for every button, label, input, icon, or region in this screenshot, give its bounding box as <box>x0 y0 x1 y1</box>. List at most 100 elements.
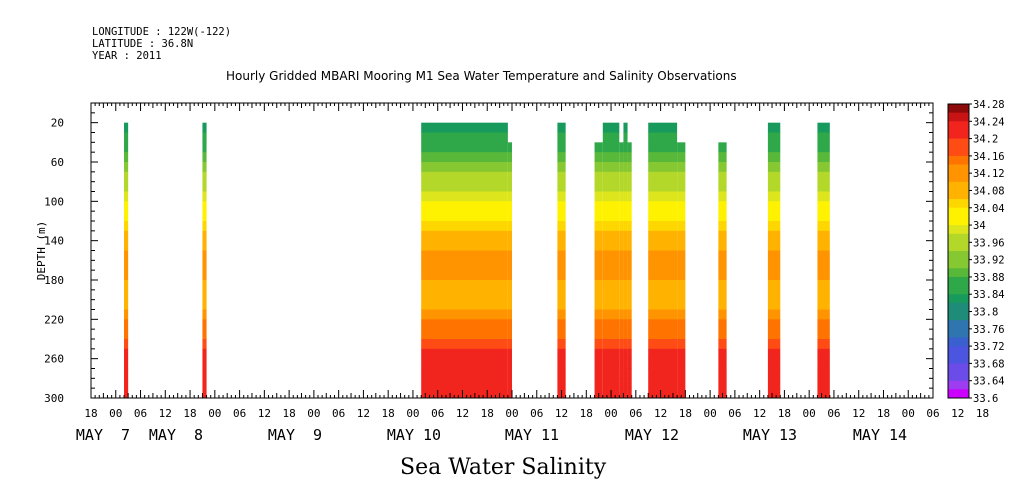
data-cell <box>817 181 830 192</box>
data-cell <box>594 299 603 310</box>
x-tick-label: 12 <box>555 407 568 420</box>
data-cell <box>677 191 686 202</box>
data-cell <box>817 388 830 399</box>
data-cell <box>421 211 508 222</box>
data-cell <box>619 358 624 369</box>
data-cell <box>202 162 207 173</box>
data-cell <box>677 348 686 360</box>
data-cell <box>421 171 508 183</box>
data-cell <box>677 329 686 340</box>
data-cell <box>421 191 508 202</box>
colorbar-swatch <box>948 199 969 209</box>
data-cell <box>619 230 624 242</box>
data-cell <box>124 309 129 320</box>
colorbar-swatch <box>948 155 969 165</box>
data-cell <box>627 348 632 360</box>
data-cell <box>677 162 686 173</box>
data-cell <box>677 339 686 350</box>
colorbar-label: 33.8 <box>973 307 998 319</box>
data-cell <box>677 240 686 251</box>
x-day-label: MAY 9 <box>268 426 322 444</box>
data-cell <box>557 270 566 281</box>
data-cell <box>619 240 624 251</box>
data-cell <box>421 230 508 242</box>
data-cell <box>817 201 830 212</box>
x-axis: 18 00 06 12 18 00 06 12 18 00 06 12 18 00 06 12 18 00 06 12… <box>76 103 989 444</box>
data-cell <box>557 289 566 301</box>
data-cell <box>124 329 129 340</box>
x-day-label: MAY 12 <box>625 426 679 444</box>
colorbar-swatch <box>948 147 969 157</box>
colorbar-label: 34 <box>973 220 986 232</box>
data-cell <box>767 388 781 399</box>
data-cell <box>648 378 678 389</box>
data-cell <box>202 309 207 320</box>
data-cell <box>623 368 628 379</box>
x-tick-label: 06 <box>728 407 741 420</box>
data-cell <box>767 162 781 173</box>
data-cell <box>421 260 508 271</box>
data-cell <box>202 132 207 143</box>
data-cell <box>627 230 632 242</box>
data-cell <box>507 221 512 232</box>
data-cell <box>627 270 632 281</box>
colorbar-swatch <box>948 285 969 295</box>
data-cell <box>718 319 727 330</box>
data-cell <box>421 181 508 192</box>
data-cell <box>718 309 727 320</box>
x-tick-label: 06 <box>926 407 939 420</box>
data-cell <box>507 181 512 192</box>
data-cell <box>124 260 129 271</box>
data-cell <box>619 388 624 399</box>
x-tick-label: 12 <box>159 407 172 420</box>
data-cell <box>623 358 628 369</box>
data-cell <box>627 171 632 183</box>
data-cell <box>767 348 781 360</box>
y-tick-label: 260 <box>44 353 64 366</box>
data-cell <box>602 142 620 153</box>
data-cell <box>767 299 781 310</box>
x-tick-label: 06 <box>530 407 543 420</box>
data-cell <box>421 201 508 212</box>
data-cell <box>817 142 830 153</box>
data-cell <box>619 201 624 212</box>
data-cell <box>619 299 624 310</box>
data-cell <box>202 368 207 379</box>
data-cell <box>677 299 686 310</box>
data-cell <box>627 250 632 261</box>
colorbar-swatch <box>948 138 969 148</box>
data-cell <box>202 339 207 350</box>
data-cell <box>623 250 628 261</box>
data-cell <box>421 122 508 133</box>
data-cell <box>648 201 678 212</box>
colorbar-label: 34.16 <box>973 151 1005 163</box>
data-cell <box>619 260 624 271</box>
data-cell <box>507 358 512 369</box>
x-tick-label: 18 <box>976 407 989 420</box>
data-segment <box>677 142 686 399</box>
data-segment <box>421 122 508 399</box>
data-cell <box>557 329 566 340</box>
data-cell <box>594 152 603 163</box>
data-cell <box>594 201 603 212</box>
data-cell <box>124 201 129 212</box>
data-cell <box>718 181 727 192</box>
data-cell <box>507 250 512 261</box>
data-cell <box>623 191 628 202</box>
data-cell <box>619 191 624 202</box>
data-cell <box>507 339 512 350</box>
data-cell <box>594 181 603 192</box>
data-cell <box>594 358 603 369</box>
data-cell <box>623 280 628 291</box>
data-cell <box>767 230 781 242</box>
data-cell <box>677 368 686 379</box>
data-cell <box>507 230 512 242</box>
data-cell <box>627 319 632 330</box>
x-day-label: MAY 7 <box>76 426 130 444</box>
data-cell <box>594 171 603 183</box>
data-cell <box>677 319 686 330</box>
data-cell <box>648 339 678 350</box>
data-cell <box>627 309 632 320</box>
data-cell <box>602 289 620 301</box>
data-cell <box>202 142 207 153</box>
